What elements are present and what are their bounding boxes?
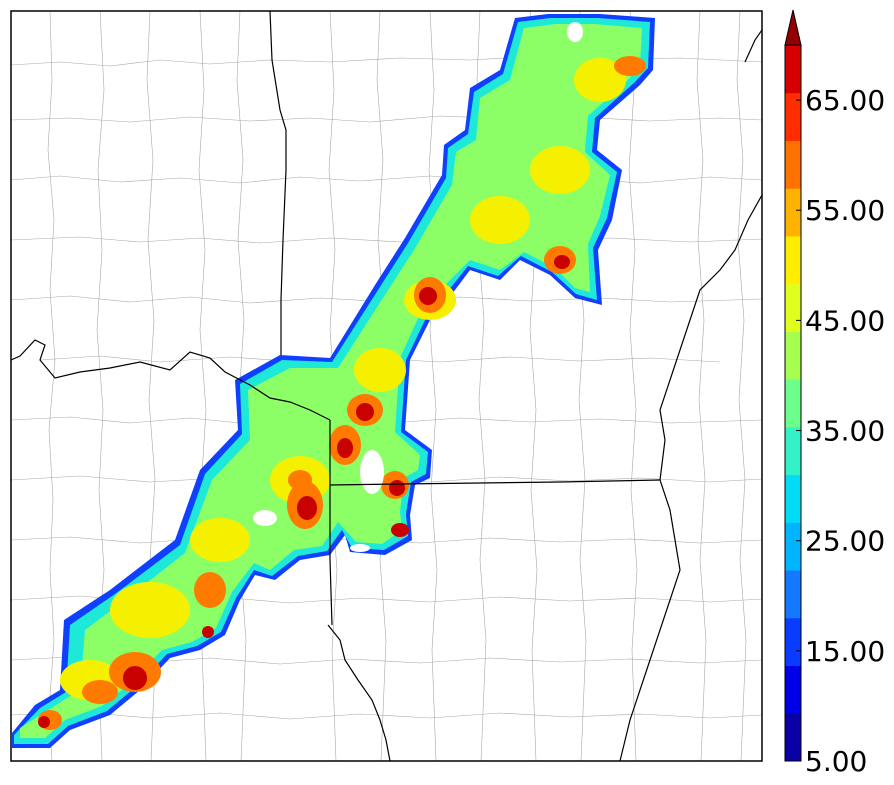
colorbar-segment <box>785 188 801 237</box>
colorbar-ticks: 5.00 15.00 25.00 35.00 45.00 55.00 65.00 <box>796 84 885 778</box>
colorbar-segment <box>785 426 801 476</box>
swath-gaps <box>253 22 583 552</box>
colorbar-segment <box>785 140 801 189</box>
colorbar-tick-label: 15.00 <box>805 635 885 668</box>
colorbar-segment <box>785 379 801 428</box>
colorbar-tick-label: 55.00 <box>805 194 885 227</box>
colorbar-tick-label: 5.00 <box>805 745 867 778</box>
colorbar-segment <box>785 617 801 667</box>
colorbar-tick-label: 35.00 <box>805 415 885 448</box>
colorbar-tick-label: 65.00 <box>805 84 885 117</box>
county-boundaries <box>11 11 762 761</box>
map-frame <box>10 10 763 762</box>
colorbar-frame <box>784 44 802 762</box>
colorbar-segment <box>785 283 801 332</box>
colorbar-tick-label: 45.00 <box>805 304 885 337</box>
colorbar: 5.00 15.00 25.00 35.00 45.00 55.00 65.00 <box>784 9 885 778</box>
colorbar-segment <box>785 92 801 141</box>
reflectivity-map <box>10 10 763 762</box>
state-boundaries <box>11 11 762 761</box>
colorbar-segment <box>785 713 801 762</box>
colorbar-segment <box>785 665 801 714</box>
colorbar-segment <box>785 570 801 619</box>
colorbar-tick-label: 25.00 <box>805 525 885 558</box>
mississippi-river <box>619 194 762 761</box>
swath-red-cores <box>38 255 570 728</box>
colorbar-segment <box>785 331 801 380</box>
colorbar-segments <box>784 9 802 762</box>
colorbar-segment <box>785 522 801 571</box>
colorbar-segment <box>785 45 801 94</box>
reflectivity-swath <box>12 14 655 748</box>
colorbar-segment <box>785 235 801 285</box>
colorbar-extend-arrow <box>784 9 802 46</box>
colorbar-segment <box>785 474 801 523</box>
